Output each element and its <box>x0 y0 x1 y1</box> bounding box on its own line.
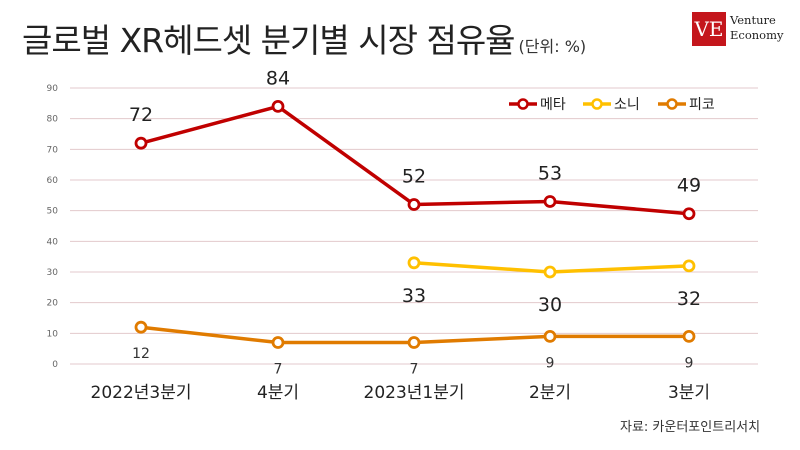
data-label-pico-3: 9 <box>546 355 555 371</box>
data-point-pico-2 <box>407 336 421 349</box>
data-label-meta-0: 72 <box>129 104 153 126</box>
data-label-meta-3: 53 <box>538 162 562 184</box>
legend-marker-meta <box>517 98 529 110</box>
data-point-pico-0 <box>134 320 148 334</box>
y-tick-label-70: 70 <box>47 145 59 155</box>
legend-label-meta: 메타 <box>540 97 566 113</box>
venture-economy-logo: VE Venture Economy <box>692 10 796 50</box>
data-label-sony-3: 30 <box>538 294 562 316</box>
logo-name-line1: Venture <box>730 13 776 27</box>
legend-marker-sony <box>591 98 603 110</box>
data-point-meta-3 <box>543 195 557 208</box>
source-note: 자료: 카운터포인트리서치 <box>620 420 761 435</box>
x-tick-label-2: 2023년1분기 <box>364 383 465 403</box>
data-point-sony-4 <box>682 259 696 273</box>
data-label-pico-2: 7 <box>410 362 419 378</box>
data-label-sony-4: 32 <box>677 288 701 310</box>
data-point-pico-3 <box>543 329 557 343</box>
data-point-meta-4 <box>682 207 696 221</box>
data-label-sony-2: 33 <box>402 285 426 307</box>
y-tick-label-20: 20 <box>47 299 59 309</box>
logo-name-line2: Economy <box>730 28 784 42</box>
y-tick-label-80: 80 <box>47 115 59 125</box>
logo-name: Venture Economy <box>730 13 784 43</box>
series-line-meta <box>140 104 690 216</box>
data-label-pico-1: 7 <box>274 362 283 378</box>
data-point-sony-2 <box>407 256 421 270</box>
legend-label-sony: 소니 <box>614 97 640 113</box>
data-point-meta-2 <box>407 198 421 211</box>
legend-marker-pico <box>666 98 678 110</box>
y-tick-label-10: 10 <box>47 329 59 339</box>
x-tick-label-0: 2022년3분기 <box>91 383 192 403</box>
data-label-meta-4: 49 <box>677 175 701 197</box>
data-label-meta-2: 52 <box>402 166 426 188</box>
data-point-meta-1 <box>271 100 285 113</box>
y-tick-label-30: 30 <box>47 268 59 278</box>
chart-title-text: 글로벌 XR헤드셋 분기별 시장 점유율 <box>22 21 516 60</box>
data-label-pico-4: 9 <box>685 355 694 371</box>
data-point-pico-4 <box>682 329 696 343</box>
y-tick-label-90: 90 <box>47 84 59 94</box>
data-point-meta-0 <box>134 136 148 150</box>
data-label-meta-1: 84 <box>266 67 290 89</box>
logo-mark: VE <box>692 12 726 46</box>
data-point-sony-3 <box>543 265 557 279</box>
legend-label-pico: 피코 <box>689 97 715 113</box>
chart-title: 글로벌 XR헤드셋 분기별 시장 점유율 (단위: %) <box>22 14 586 62</box>
y-tick-label-0: 0 <box>52 360 58 370</box>
y-tick-label-40: 40 <box>47 237 59 247</box>
x-tick-label-3: 2분기 <box>529 383 571 403</box>
data-label-pico-0: 12 <box>132 346 150 362</box>
x-tick-label-1: 4분기 <box>257 383 299 403</box>
x-tick-label-4: 3분기 <box>668 383 710 403</box>
y-tick-label-50: 50 <box>47 207 59 217</box>
unit-label: (단위: %) <box>518 37 587 56</box>
data-point-pico-1 <box>271 336 285 349</box>
y-tick-label-60: 60 <box>47 176 59 186</box>
